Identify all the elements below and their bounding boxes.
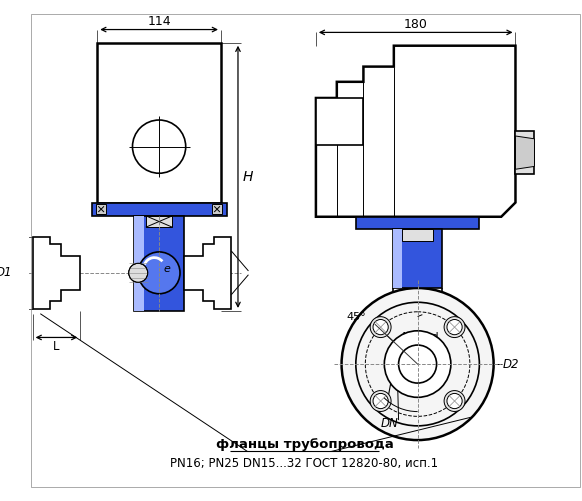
Text: 180: 180 [404, 19, 428, 31]
Circle shape [447, 320, 462, 335]
Polygon shape [33, 236, 80, 309]
Text: 4отв. d: 4отв. d [400, 333, 439, 343]
Circle shape [373, 320, 388, 335]
Circle shape [342, 288, 494, 440]
Bar [316, 98, 363, 145]
Polygon shape [516, 136, 534, 169]
Text: DN: DN [380, 417, 398, 430]
Circle shape [399, 345, 436, 383]
Circle shape [129, 264, 148, 283]
Polygon shape [134, 216, 144, 311]
Polygon shape [356, 217, 480, 229]
Polygon shape [91, 202, 226, 216]
Circle shape [370, 391, 391, 411]
Circle shape [373, 393, 388, 409]
Bar [97, 43, 221, 202]
Bar [516, 131, 534, 174]
Text: 45°: 45° [346, 312, 366, 322]
Circle shape [138, 252, 180, 294]
Text: фланцы трубопровода: фланцы трубопровода [215, 438, 393, 451]
Circle shape [370, 317, 391, 338]
Bar [146, 216, 172, 227]
Polygon shape [184, 236, 231, 309]
Circle shape [447, 393, 462, 409]
Polygon shape [212, 204, 222, 214]
Bar [402, 229, 433, 240]
Polygon shape [393, 229, 402, 288]
Text: H: H [243, 170, 253, 184]
Circle shape [444, 391, 465, 411]
Text: PN16; PN25 DN15...32 ГОСТ 12820-80, исп.1: PN16; PN25 DN15...32 ГОСТ 12820-80, исп.… [171, 457, 439, 470]
Polygon shape [316, 46, 516, 217]
Text: e: e [164, 264, 171, 274]
Circle shape [444, 317, 465, 338]
Text: 114: 114 [147, 16, 171, 29]
Polygon shape [134, 216, 184, 311]
Polygon shape [97, 204, 106, 214]
Circle shape [133, 120, 186, 173]
Text: D2: D2 [503, 358, 520, 371]
Text: L: L [53, 340, 60, 353]
Circle shape [384, 331, 451, 397]
Polygon shape [393, 229, 442, 288]
Text: D1: D1 [0, 267, 12, 280]
